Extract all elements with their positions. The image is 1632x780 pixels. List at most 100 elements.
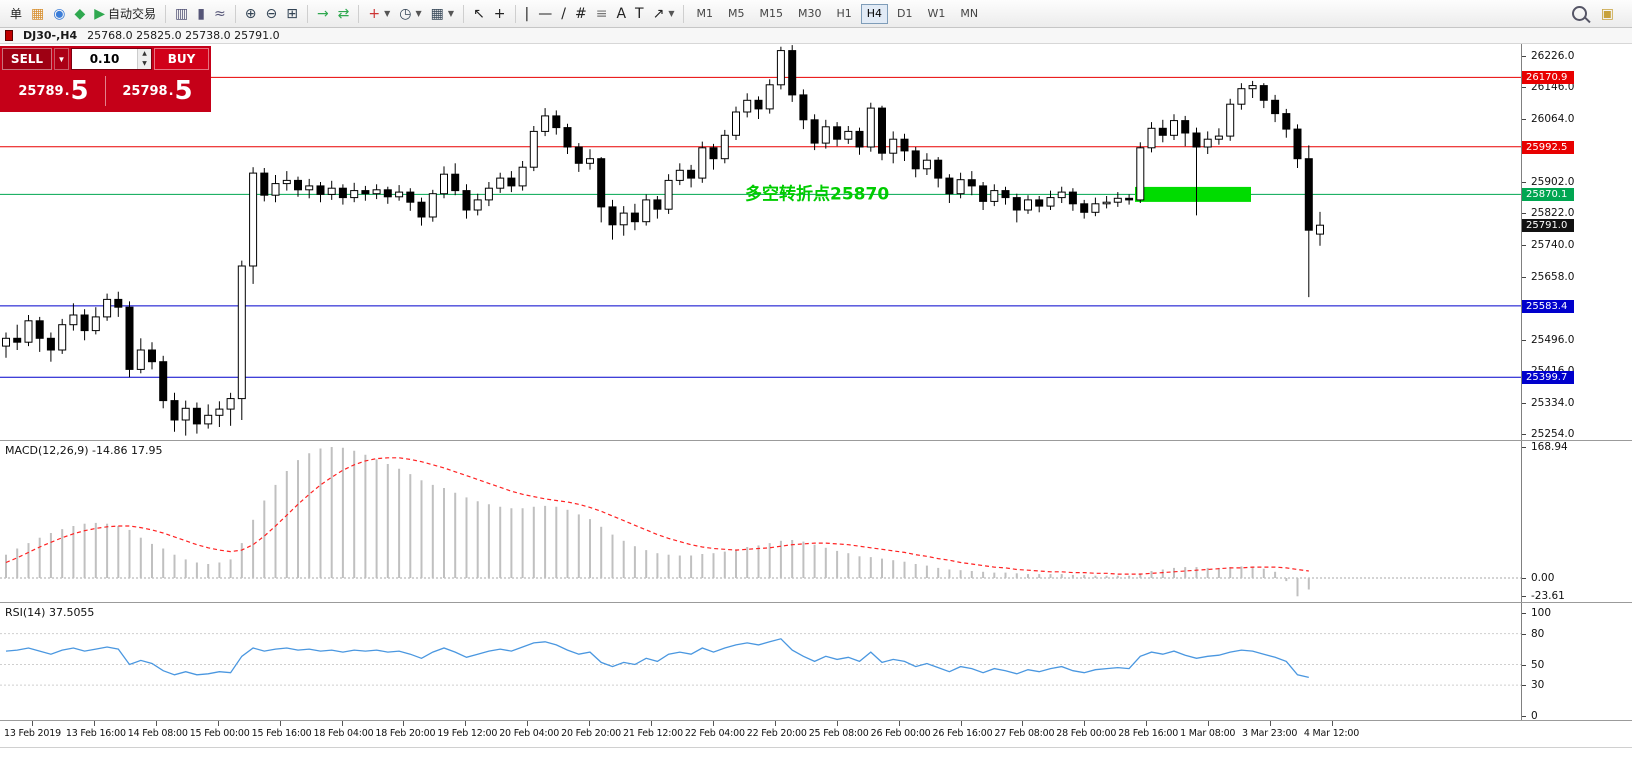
panel-separator[interactable] bbox=[0, 602, 1632, 603]
candle-body bbox=[878, 107, 886, 154]
timeframe-m30-button[interactable]: M30 bbox=[792, 4, 828, 24]
time-tick-label: 18 Feb 04:00 bbox=[313, 728, 374, 739]
candlestick bbox=[1181, 115, 1190, 147]
chart-annotation-text[interactable]: 多空转折点25870 bbox=[745, 183, 889, 204]
zoom-in-icon[interactable]: ⊕ bbox=[241, 3, 261, 25]
new-order-button[interactable]: 单 bbox=[6, 3, 26, 25]
scale-tick-mark bbox=[1522, 664, 1526, 666]
arrows-tool-icon[interactable]: ↗ ▼ bbox=[649, 3, 679, 25]
volume-up-button[interactable]: ▲ bbox=[138, 49, 151, 59]
macd-panel[interactable] bbox=[0, 441, 1521, 602]
chevron-down-icon: ▼ bbox=[57, 54, 66, 64]
candlestick-chart-icon[interactable]: ▮ bbox=[193, 3, 209, 25]
candle-body bbox=[181, 407, 190, 421]
tile-windows-icon[interactable]: ⊞ bbox=[282, 3, 302, 25]
candle-body bbox=[608, 206, 617, 226]
candle-body bbox=[338, 187, 347, 199]
autotrading-button[interactable]: ▶ 自动交易 bbox=[90, 3, 160, 25]
candle-body bbox=[889, 138, 898, 154]
time-tick-label: 1 Mar 08:00 bbox=[1180, 728, 1236, 739]
candle-body bbox=[103, 298, 112, 318]
candlestick-chart[interactable]: 多空转折点25870 bbox=[0, 44, 1521, 440]
price-scale[interactable]: 26226.0 26146.0 26064.0 25902.0 25822.0 25740… bbox=[1521, 44, 1632, 722]
candle-body bbox=[799, 94, 808, 121]
signals-icon[interactable]: ◆ bbox=[70, 3, 89, 25]
chart-shift-icon[interactable]: ⇄ bbox=[334, 3, 354, 25]
candle-body bbox=[484, 187, 493, 201]
sell-button[interactable]: SELL bbox=[2, 48, 52, 70]
chart-symbol-period: DJ30-,H4 bbox=[23, 29, 78, 42]
volume-spinner: ▲ ▼ bbox=[137, 49, 151, 69]
candle-body bbox=[979, 185, 988, 202]
timeframe-h4-button[interactable]: H4 bbox=[860, 3, 889, 24]
candlestick bbox=[271, 175, 280, 203]
candlestick-chart-icon-glyph: ▮ bbox=[197, 5, 205, 22]
panel-separator[interactable] bbox=[0, 440, 1632, 441]
candle-body bbox=[586, 158, 594, 164]
candle-body bbox=[552, 115, 561, 129]
timeframe-m5-button[interactable]: M5 bbox=[722, 4, 751, 24]
candlestick bbox=[844, 126, 853, 144]
grid-icon[interactable]: ≡ bbox=[592, 3, 612, 25]
line-chart-icon[interactable]: ≈ bbox=[210, 3, 230, 25]
candle-body bbox=[305, 185, 314, 191]
buy-button[interactable]: BUY bbox=[154, 48, 209, 70]
periods-button[interactable]: ◷ ▼ bbox=[395, 3, 425, 25]
candle-body bbox=[1237, 88, 1246, 105]
candlestick bbox=[159, 355, 168, 409]
candlestick bbox=[170, 392, 179, 432]
order-type-dropdown[interactable]: ▼ bbox=[54, 48, 69, 70]
candlestick bbox=[1012, 193, 1021, 223]
candle-body bbox=[776, 50, 785, 86]
market-watch-icon[interactable]: ▦ bbox=[27, 3, 48, 25]
time-tick-mark bbox=[527, 721, 529, 726]
panel-separator[interactable] bbox=[0, 720, 1632, 721]
horizontal-line-icon[interactable]: — bbox=[534, 3, 556, 25]
candle-body bbox=[653, 199, 662, 210]
templates-button[interactable]: ▦ ▼ bbox=[427, 3, 458, 25]
signals-icon-glyph: ◆ bbox=[74, 5, 86, 22]
bar-chart-icon[interactable]: ▥ bbox=[171, 3, 192, 25]
candlestick bbox=[148, 342, 156, 370]
candle-body bbox=[866, 107, 875, 148]
text-icon[interactable]: A bbox=[612, 3, 630, 25]
community-chat-icon[interactable]: ▣ bbox=[1597, 3, 1618, 25]
label-icon[interactable]: T bbox=[631, 3, 648, 25]
candlestick bbox=[586, 149, 594, 170]
time-axis[interactable]: 13 Feb 2019 13 Feb 16:00 14 Feb 08:00 15 Fe… bbox=[0, 721, 1632, 748]
candle-body bbox=[709, 147, 718, 160]
auto-scroll-icon[interactable]: → bbox=[313, 3, 333, 25]
timeframe-w1-button[interactable]: W1 bbox=[922, 4, 952, 24]
crosshair-icon[interactable]: + bbox=[490, 3, 510, 25]
volume-down-button[interactable]: ▼ bbox=[138, 59, 151, 69]
candlestick bbox=[529, 126, 538, 172]
time-tick-label: 28 Feb 00:00 bbox=[1056, 728, 1117, 739]
grid-icon-glyph: ≡ bbox=[595, 5, 608, 22]
time-tick-mark bbox=[403, 721, 405, 726]
candle-body bbox=[507, 177, 516, 187]
scale-tick-label: 25822.0 bbox=[1531, 207, 1575, 220]
candlestick bbox=[642, 194, 651, 226]
search-icon[interactable] bbox=[1568, 3, 1591, 25]
fibonacci-icon[interactable]: # bbox=[571, 3, 591, 25]
price-tag: 25791.0 bbox=[1522, 219, 1574, 233]
volume-input[interactable] bbox=[72, 49, 137, 69]
timeframe-mn-button[interactable]: MN bbox=[954, 4, 984, 24]
cursor-icon[interactable]: ↖ bbox=[469, 3, 489, 25]
candle-body bbox=[327, 187, 336, 195]
timeframe-m15-button[interactable]: M15 bbox=[753, 4, 789, 24]
trendline-icon[interactable]: / bbox=[557, 3, 570, 25]
time-tick-label: 20 Feb 20:00 bbox=[561, 728, 622, 739]
indicators-button[interactable]: + ▼ bbox=[364, 3, 394, 25]
toolbar-separator bbox=[683, 4, 685, 23]
candle-body bbox=[844, 130, 853, 140]
rsi-panel[interactable] bbox=[0, 603, 1521, 720]
community-icon[interactable]: ◉ bbox=[49, 3, 69, 25]
time-tick-mark bbox=[1084, 721, 1086, 726]
highlight-zone[interactable] bbox=[1135, 186, 1251, 202]
vertical-line-icon[interactable]: | bbox=[521, 3, 534, 25]
zoom-out-icon[interactable]: ⊖ bbox=[261, 3, 281, 25]
timeframe-d1-button[interactable]: D1 bbox=[891, 4, 918, 24]
timeframe-m1-button[interactable]: M1 bbox=[690, 4, 719, 24]
timeframe-h1-button[interactable]: H1 bbox=[830, 4, 857, 24]
